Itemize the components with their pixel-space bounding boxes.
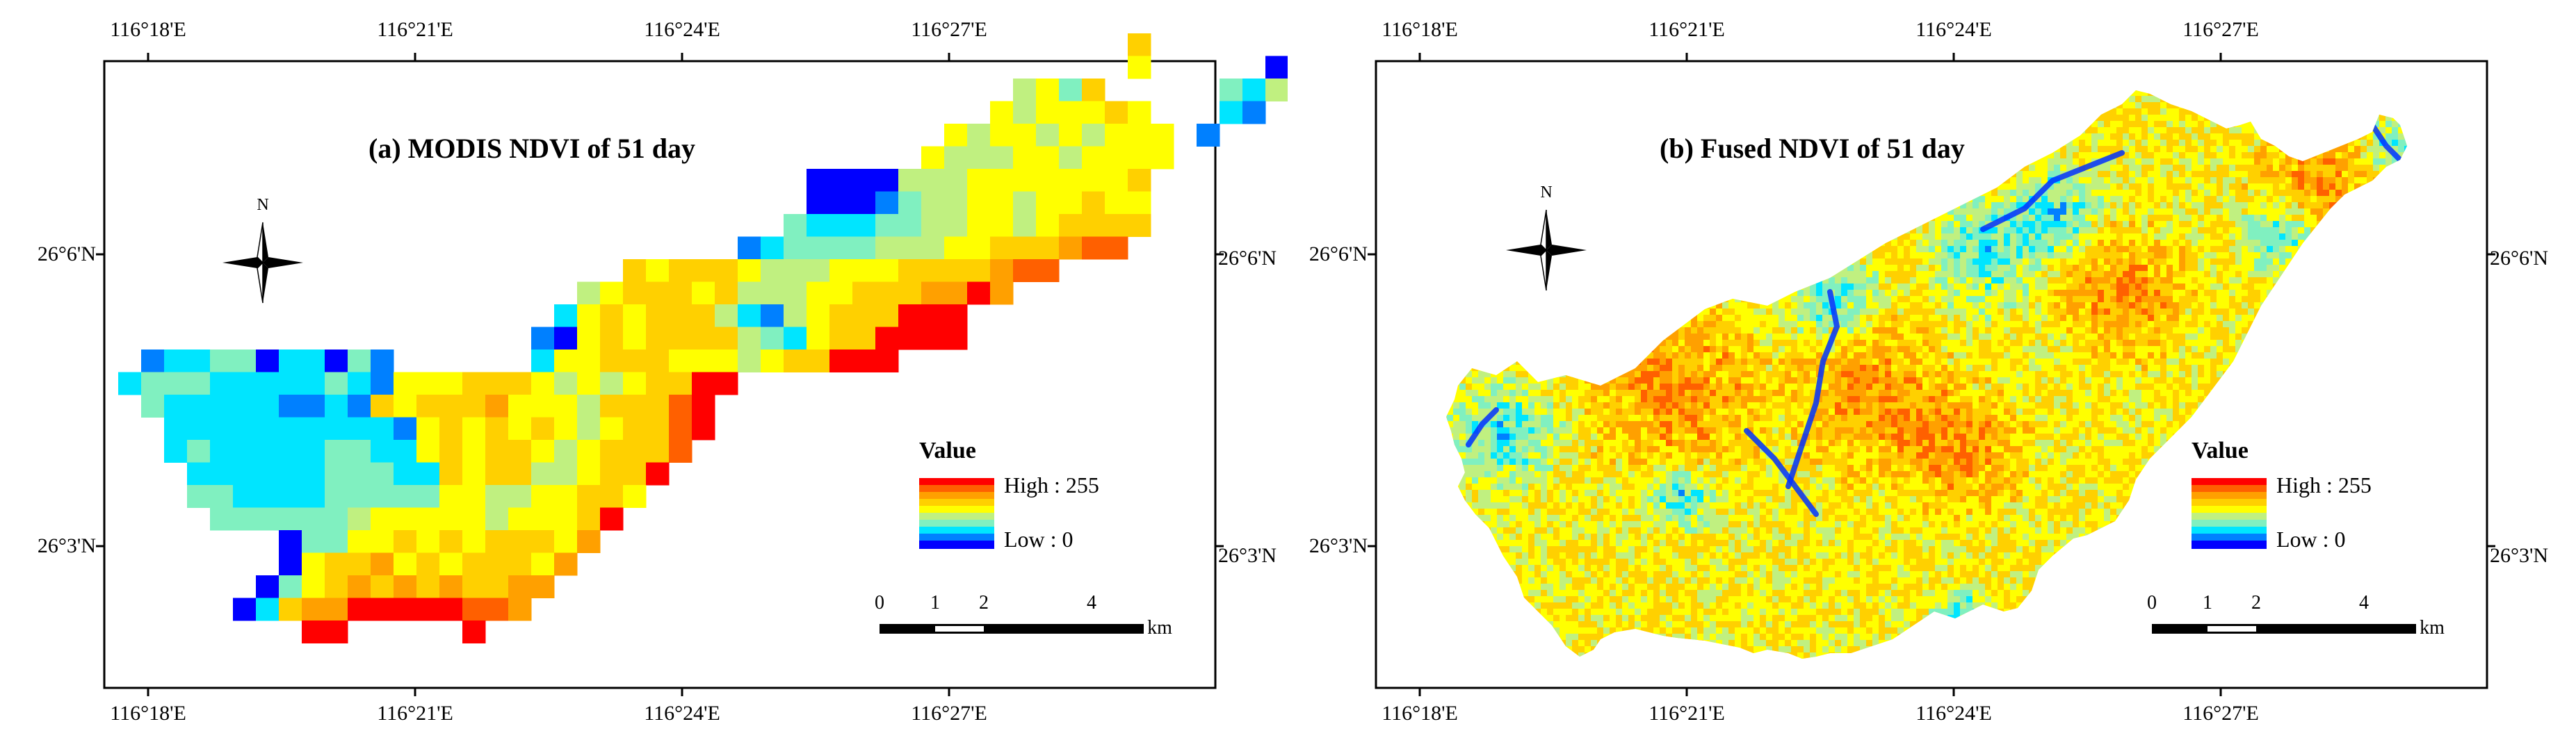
graticule-ticks: [1368, 53, 2495, 696]
lon-label-top: 116°21'E: [1649, 18, 1725, 41]
lon-label-top: 116°21'E: [377, 18, 453, 41]
lat-label-left: 26°3'N: [37, 534, 96, 557]
legend-title: Value: [2192, 438, 2249, 463]
north-label: N: [257, 196, 269, 214]
lat-label-right: 26°6'N: [1218, 247, 1277, 270]
legend-low-label: Low : 0: [2276, 527, 2346, 552]
scale-tick-label: 0: [875, 592, 884, 614]
scale-bar: [880, 624, 1144, 634]
scale-tick-label: 2: [979, 592, 989, 614]
lon-label-top: 116°27'E: [2182, 18, 2259, 41]
map-frame-svg: [1368, 53, 2495, 696]
ndvi-raster-modis: [118, 33, 1288, 643]
scale-unit-label: km: [2420, 617, 2445, 639]
scale-tick-label: 4: [1087, 592, 1096, 614]
map-panel-fused: 116°18'E 116°21'E 116°24'E 116°27'E 116°…: [1288, 0, 2575, 740]
lat-label-left: 26°6'N: [37, 242, 96, 265]
lon-label-top: 116°18'E: [1382, 18, 1458, 41]
scale-tick-label: 1: [2203, 592, 2212, 614]
lat-label-right: 26°6'N: [2490, 247, 2549, 270]
lon-label-bottom: 116°18'E: [1382, 702, 1458, 725]
lon-label-top: 116°24'E: [644, 18, 720, 41]
north-arrow-icon: [222, 222, 303, 304]
scale-tick-label: 0: [2147, 592, 2157, 614]
lon-label-bottom: 116°24'E: [644, 702, 720, 725]
legend-title: Value: [919, 438, 976, 463]
graticule-ticks: [96, 53, 1224, 696]
lon-label-bottom: 116°27'E: [2182, 702, 2259, 725]
lat-label-right: 26°3'N: [2490, 544, 2549, 567]
scale-tick-label: 4: [2359, 592, 2369, 614]
map-panel-modis: 116°18'E 116°21'E 116°24'E 116°27'E 116°…: [37, 18, 1288, 725]
map-frame-svg: [96, 33, 1288, 696]
lon-label-top: 116°18'E: [110, 18, 186, 41]
legend-high-label: High : 255: [1004, 472, 1099, 498]
legend-color-ramp: [2192, 478, 2267, 549]
legend-low-label: Low : 0: [1004, 527, 1074, 552]
scale-unit-label: km: [1147, 617, 1172, 639]
scale-tick-label: 1: [930, 592, 940, 614]
north-arrow-icon: [1506, 209, 1587, 291]
ndvi-raster-fused: [1446, 90, 2407, 659]
lat-label-right: 26°3'N: [1218, 544, 1277, 567]
panel-title: (b) Fused NDVI of 51 day: [1660, 133, 1965, 164]
lat-label-left: 26°3'N: [1309, 534, 1368, 557]
lon-label-top: 116°24'E: [1915, 18, 1992, 41]
lon-label-bottom: 116°21'E: [1649, 702, 1725, 725]
legend-high-label: High : 255: [2276, 472, 2372, 498]
lon-label-bottom: 116°18'E: [110, 702, 186, 725]
legend-color-ramp: [919, 478, 994, 549]
lon-label-bottom: 116°24'E: [1915, 702, 1992, 725]
scale-tick-label: 2: [2251, 592, 2261, 614]
panel-title: (a) MODIS NDVI of 51 day: [368, 133, 695, 164]
lon-label-top: 116°27'E: [911, 18, 987, 41]
lat-label-left: 26°6'N: [1309, 242, 1368, 265]
north-label: N: [1540, 183, 1553, 202]
lon-label-bottom: 116°27'E: [911, 702, 987, 725]
lon-label-bottom: 116°21'E: [377, 702, 453, 725]
map-frame: [103, 60, 1217, 689]
map-frame: [1375, 60, 2488, 689]
scale-bar: [2152, 624, 2416, 634]
